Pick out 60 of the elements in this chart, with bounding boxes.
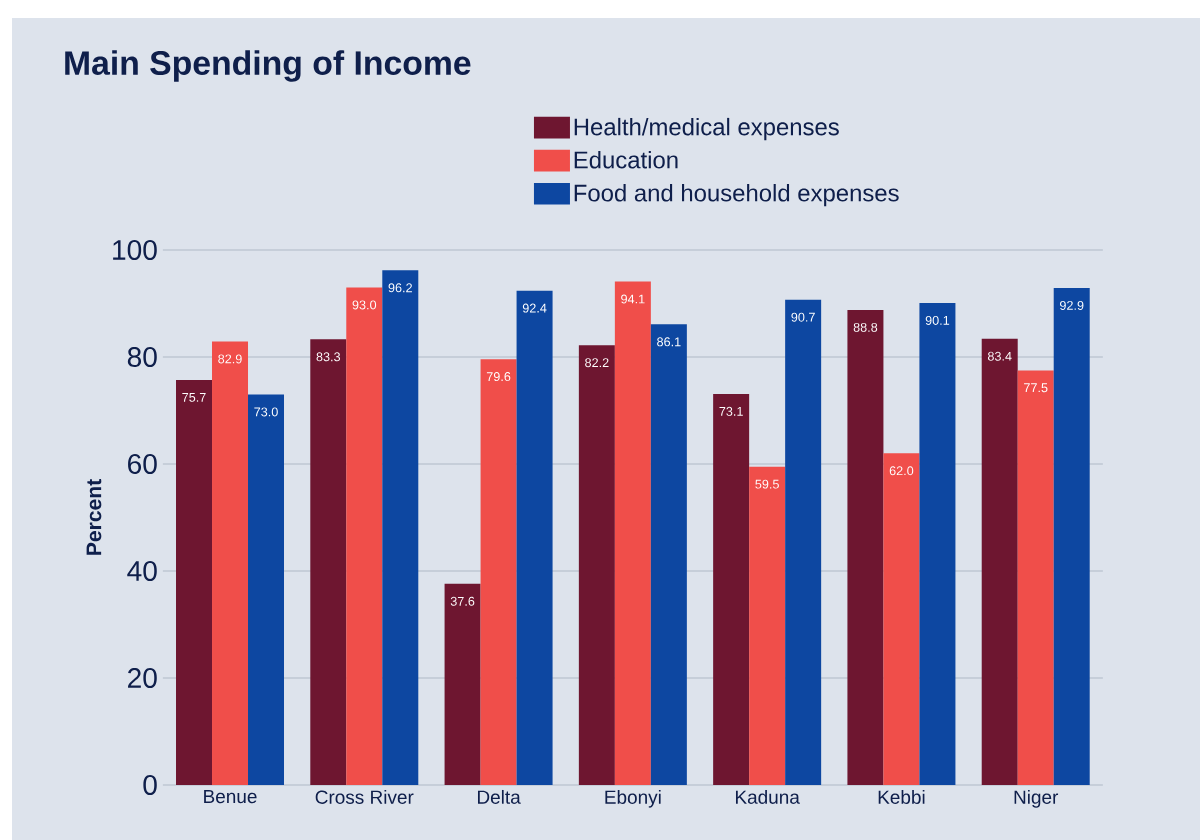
y-axis-title: Percent — [86, 479, 102, 555]
data-label: 79.6 — [486, 372, 511, 382]
y-tick-label: 20 — [128, 668, 157, 688]
x-tick-label: Delta — [477, 789, 521, 804]
bar — [785, 299, 822, 785]
chart-title: Main Spending of Income — [65, 50, 471, 82]
legend-label: Health/medical expenses — [574, 117, 839, 141]
bar — [614, 281, 651, 785]
data-label: 62.0 — [889, 466, 914, 476]
y-tick-label: 0 — [143, 775, 157, 795]
bar — [310, 339, 347, 785]
bar — [248, 394, 285, 785]
data-label: 73.0 — [254, 407, 278, 417]
legend-label: Food and household expenses — [574, 183, 899, 207]
bar — [1017, 370, 1054, 785]
y-tick-label: 60 — [128, 454, 157, 474]
y-tick-label: 80 — [127, 347, 157, 367]
x-tick-label: Benue — [204, 789, 257, 804]
data-label: 86.1 — [657, 337, 681, 347]
x-tick-label: Ebonyi — [605, 789, 661, 808]
data-label: 82.9 — [218, 354, 242, 364]
bar — [444, 583, 481, 785]
y-tick-label: 40 — [127, 561, 157, 581]
bar — [1053, 287, 1090, 785]
bar — [981, 338, 1018, 785]
legend-label: Education — [574, 150, 678, 169]
data-label: 92.9 — [1060, 300, 1084, 310]
x-tick-label: Kaduna — [735, 789, 800, 804]
data-label: 82.2 — [585, 358, 609, 368]
bar — [346, 287, 383, 785]
data-label: 88.8 — [853, 322, 878, 332]
bar — [516, 290, 553, 785]
y-tick-label: 100 — [113, 240, 157, 260]
x-tick-label: Kebbi — [878, 789, 925, 804]
data-label: 83.3 — [316, 352, 341, 362]
bar — [212, 341, 249, 785]
bar — [749, 466, 786, 785]
data-label: 77.5 — [1024, 383, 1048, 393]
bar — [176, 380, 213, 785]
data-label: 94.1 — [621, 294, 645, 304]
x-tick-label: Niger — [1014, 789, 1059, 808]
data-label: 59.5 — [755, 479, 779, 489]
bar — [883, 453, 920, 785]
data-label: 83.4 — [987, 351, 1012, 361]
data-label: 37.6 — [450, 596, 475, 606]
data-label: 90.1 — [925, 315, 950, 325]
data-label: 73.1 — [719, 406, 743, 416]
data-label: 92.4 — [522, 303, 547, 313]
data-label: 93.0 — [352, 300, 377, 310]
data-label: 90.7 — [791, 312, 815, 322]
bar — [480, 359, 517, 785]
bar — [382, 270, 419, 785]
bar — [847, 309, 884, 785]
bar — [578, 345, 615, 785]
x-tick-label: Cross River — [315, 789, 414, 804]
bar — [713, 393, 750, 785]
bar — [650, 324, 687, 785]
data-label: 96.2 — [388, 283, 412, 293]
data-label: 75.7 — [182, 392, 206, 402]
bar — [919, 302, 956, 785]
